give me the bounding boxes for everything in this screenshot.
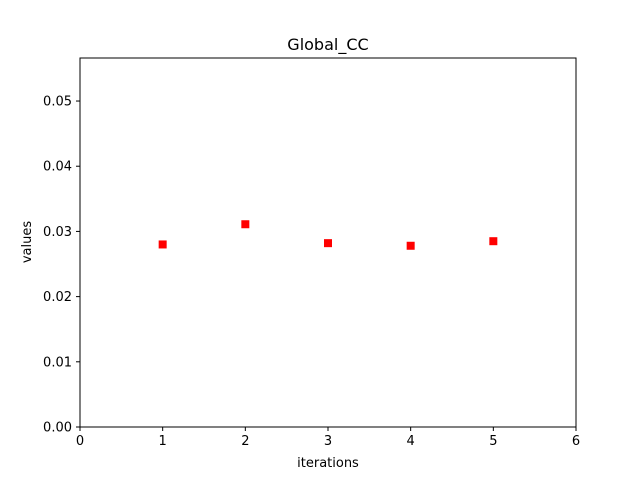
y-axis-ticks: 0.00 0.01 0.02 0.03 0.04 0.05	[43, 95, 80, 436]
x-tick-label: 5	[489, 434, 497, 449]
y-tick-label: 0.02	[43, 290, 72, 305]
data-point	[324, 239, 332, 248]
x-tick-label: 1	[159, 434, 167, 449]
y-axis-label: values	[20, 221, 35, 264]
y-tick-label: 0.00	[43, 421, 72, 436]
data-point	[406, 241, 415, 250]
x-tick-label: 4	[407, 434, 415, 449]
x-tick-label: 2	[241, 434, 249, 449]
y-tick-label: 0.03	[43, 225, 72, 240]
chart-title: Global_CC	[287, 35, 368, 55]
data-points	[158, 220, 498, 250]
y-tick-label: 0.05	[43, 95, 72, 110]
y-tick-label: 0.04	[43, 160, 72, 175]
y-tick-label: 0.01	[43, 355, 72, 370]
plot-area-frame	[79, 57, 577, 428]
data-point	[241, 220, 250, 229]
x-tick-label: 0	[76, 434, 84, 449]
x-axis-label: iterations	[297, 456, 359, 471]
x-tick-label: 3	[324, 434, 332, 449]
data-point	[158, 240, 167, 249]
x-axis-ticks: 0 1 2 3 4 5 6	[76, 427, 580, 449]
x-tick-label: 6	[572, 434, 580, 449]
data-point	[489, 237, 498, 246]
